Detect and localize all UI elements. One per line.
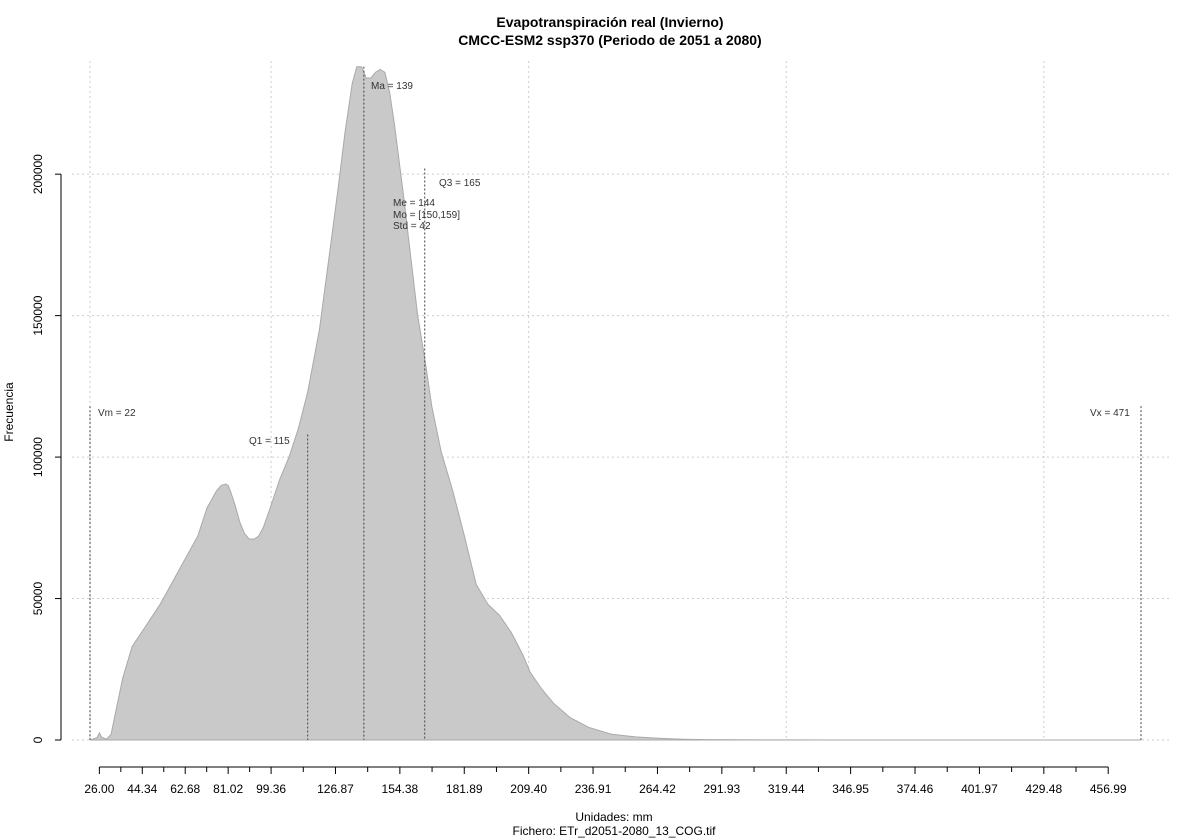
x-tick-label: 154.38 bbox=[382, 782, 419, 796]
x-tick-label: 62.68 bbox=[170, 782, 200, 796]
y-axis-label: Frecuencia bbox=[2, 382, 16, 442]
q1-label: Q1 = 115 bbox=[249, 436, 290, 447]
ma-label: Ma = 139 bbox=[371, 81, 413, 92]
x-tick-label: 346.95 bbox=[832, 782, 869, 796]
y-tick-label: 200000 bbox=[31, 154, 45, 194]
vm-label: Vm = 22 bbox=[98, 408, 136, 419]
x-tick-label: 44.34 bbox=[127, 782, 157, 796]
x-tick-label: 209.40 bbox=[510, 782, 547, 796]
x-tick-label: 81.02 bbox=[213, 782, 243, 796]
file-footer: Fichero: ETr_d2051-2080_13_COG.tif bbox=[513, 824, 717, 838]
x-tick-label: 126.87 bbox=[317, 782, 354, 796]
x-tick-label: 456.99 bbox=[1090, 782, 1127, 796]
chart-subtitle: CMCC-ESM2 ssp370 (Periodo de 2051 a 2080… bbox=[458, 32, 761, 48]
density-area bbox=[89, 66, 1141, 741]
marker-layer bbox=[89, 66, 1142, 740]
y-tick-label: 50000 bbox=[31, 582, 45, 616]
q3-label: Q3 = 165 bbox=[439, 178, 481, 189]
x-tick-label: 319.44 bbox=[768, 782, 805, 796]
y-tick-label: 150000 bbox=[31, 295, 45, 335]
chart-title: Evapotranspiración real (Invierno) bbox=[496, 14, 723, 30]
median-label: Me = 144 bbox=[393, 198, 435, 209]
x-tick-label: 26.00 bbox=[84, 782, 114, 796]
x-tick-label: 374.46 bbox=[897, 782, 934, 796]
std-label: Std = 42 bbox=[393, 221, 431, 232]
y-tick-label: 100000 bbox=[31, 437, 45, 477]
y-tick-label: 0 bbox=[31, 736, 45, 743]
axis-layer: 0 50000 100000 150000 200000 26.00 44.34 62.68 8… bbox=[31, 154, 1127, 796]
x-tick-label: 429.48 bbox=[1025, 782, 1062, 796]
x-tick-label: 401.97 bbox=[961, 782, 998, 796]
x-tick-label: 99.36 bbox=[256, 782, 286, 796]
x-axis-label: Unidades: mm bbox=[575, 810, 652, 824]
x-tick-label: 181.89 bbox=[446, 782, 483, 796]
mode-label: Mo = [150,159] bbox=[393, 210, 460, 221]
x-tick-label: 264.42 bbox=[639, 782, 676, 796]
x-tick-label: 236.91 bbox=[575, 782, 612, 796]
x-tick-label: 291.93 bbox=[703, 782, 740, 796]
vx-label: Vx = 471 bbox=[1090, 408, 1130, 419]
